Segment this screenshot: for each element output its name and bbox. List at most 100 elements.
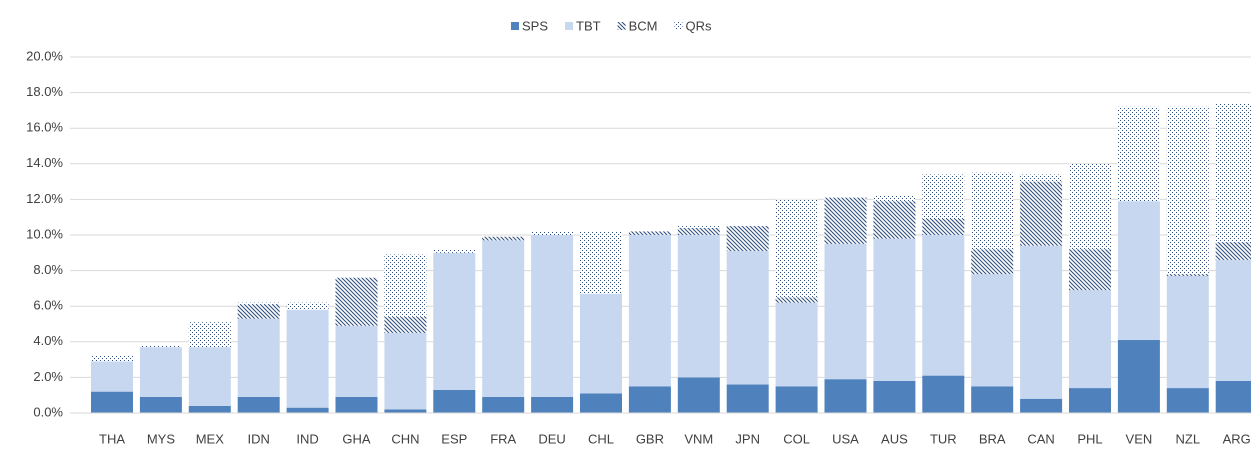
bar-segment: [775, 297, 818, 303]
y-tick-label: 6.0%: [33, 298, 63, 313]
legend-label: SPS: [522, 18, 548, 33]
bar-segment: [1215, 242, 1251, 260]
bar-segment: [1117, 106, 1160, 202]
y-tick-label: 0.0%: [33, 404, 63, 419]
y-tick-label: 18.0%: [26, 84, 63, 99]
x-tick-label: CAN: [1027, 431, 1054, 446]
bar-segment: [922, 375, 965, 413]
bar-segment: [726, 226, 769, 252]
bar-segment: [188, 347, 231, 406]
bar-segment: [677, 377, 720, 413]
x-tick-label: ESP: [441, 431, 467, 446]
x-tick-label: VNM: [684, 431, 713, 446]
bar-segment: [335, 277, 378, 326]
bar-segment: [139, 396, 182, 413]
x-tick-label: PHL: [1077, 431, 1102, 446]
bar-segment: [237, 302, 280, 305]
bar-segment: [1166, 275, 1209, 389]
bar-segment: [433, 249, 476, 253]
bar-segment: [384, 254, 427, 317]
legend-swatch: [511, 22, 519, 30]
bar-segment: [677, 227, 720, 235]
bar-segment: [628, 235, 671, 387]
bar-segment: [775, 199, 818, 298]
bar-segment: [139, 347, 182, 397]
bar-segment: [482, 240, 525, 397]
bar-segment: [384, 409, 427, 413]
x-tick-label: AUS: [881, 431, 908, 446]
bar-segment: [237, 304, 280, 319]
bar-segment: [677, 226, 720, 228]
bar-segment: [335, 396, 378, 413]
bar-segment: [1117, 201, 1160, 341]
bar-segment: [139, 345, 182, 348]
bar-segment: [1020, 245, 1063, 399]
x-tick-label: BRA: [979, 431, 1006, 446]
bar-segment: [824, 197, 867, 244]
bar-segment: [335, 325, 378, 397]
bar-segment: [1020, 181, 1063, 246]
x-tick-label: MYS: [147, 431, 176, 446]
y-tick-label: 14.0%: [26, 155, 63, 170]
y-tick-label: 12.0%: [26, 191, 63, 206]
bar-segment: [188, 405, 231, 413]
bar-segment: [1069, 290, 1111, 389]
bar-segment: [775, 302, 818, 387]
legend-swatch: [565, 22, 574, 30]
x-tick-label: ARG: [1223, 431, 1251, 446]
bar-segment: [922, 174, 965, 219]
bar-segment: [1069, 249, 1111, 291]
x-tick-label: JPN: [735, 431, 760, 446]
bar-segment: [824, 379, 867, 413]
bar-segment: [971, 249, 1014, 275]
bar-segment: [922, 218, 965, 235]
bar-segment: [922, 235, 965, 376]
bar-segment: [628, 231, 671, 235]
bar-segment: [873, 195, 916, 202]
y-tick-label: 8.0%: [33, 262, 63, 277]
x-tick-label: VEN: [1126, 431, 1153, 446]
bar-segment: [433, 389, 476, 413]
bar-segment: [873, 238, 916, 381]
bar-segment: [1069, 388, 1111, 413]
bar-segment: [237, 318, 280, 397]
legend-label: BCM: [629, 18, 658, 33]
bar-segment: [580, 393, 622, 413]
bar-segment: [1069, 163, 1111, 250]
x-tick-label: IDN: [248, 431, 270, 446]
bar-segment: [1117, 340, 1160, 413]
x-tick-label: MEX: [196, 431, 225, 446]
x-tick-label: CHL: [588, 431, 614, 446]
bar-segment: [1215, 103, 1251, 243]
y-tick-label: 20.0%: [26, 48, 63, 63]
bar-segment: [1166, 388, 1209, 413]
x-tick-label: GBR: [636, 431, 664, 446]
bar-segment: [188, 322, 231, 348]
legend-label: QRs: [685, 18, 712, 33]
bar-segment: [482, 396, 525, 413]
bar-segment: [971, 274, 1014, 387]
bar-segment: [531, 235, 574, 397]
x-tick-label: USA: [832, 431, 859, 446]
x-tick-label: DEU: [538, 431, 565, 446]
x-tick-label: COL: [783, 431, 810, 446]
bar-segment: [531, 231, 574, 235]
bar-segment: [726, 251, 769, 385]
bar-segment: [1020, 398, 1063, 413]
bar-segment: [775, 386, 818, 413]
bar-segment: [91, 356, 133, 362]
bar-segment: [580, 293, 622, 394]
y-tick-label: 2.0%: [33, 369, 63, 384]
bar-segment: [726, 384, 769, 413]
bar-segment: [286, 407, 329, 413]
y-tick-label: 10.0%: [26, 226, 63, 241]
bar-segment: [677, 235, 720, 378]
bar-segment: [91, 391, 133, 413]
x-tick-label: IND: [296, 431, 318, 446]
x-tick-label: CHN: [391, 431, 419, 446]
bar-segment: [971, 172, 1014, 250]
bar-segment: [873, 380, 916, 413]
bar-segment: [482, 236, 525, 241]
